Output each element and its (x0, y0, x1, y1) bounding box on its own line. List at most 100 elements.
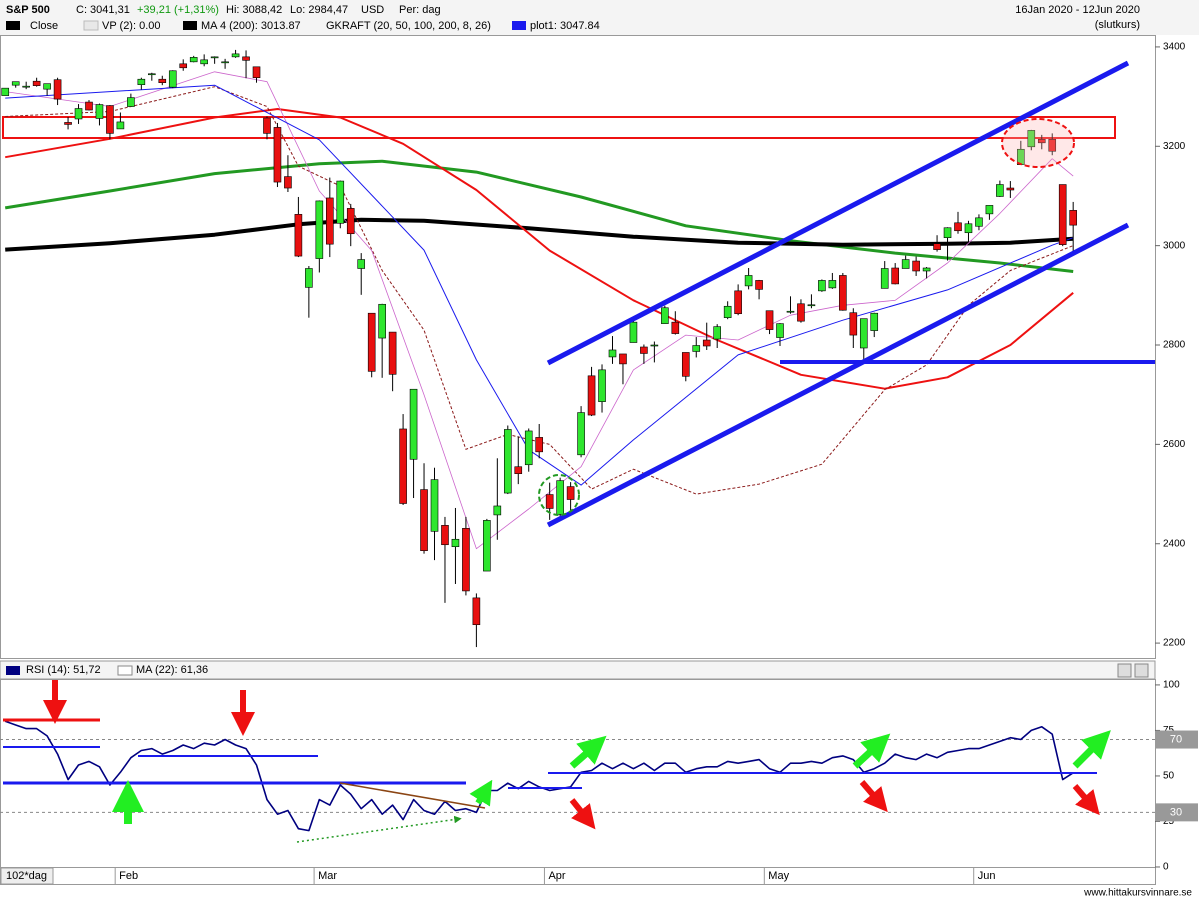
candle-body (734, 290, 742, 315)
candle-body (943, 227, 952, 238)
symbol: S&P 500 (6, 4, 50, 16)
candle-body (556, 480, 564, 515)
candle-body (755, 280, 763, 290)
legend-item[interactable]: Close (30, 20, 58, 32)
candle-body (587, 375, 596, 416)
close: C: 3041,31 (76, 4, 130, 16)
candle-body (127, 97, 135, 107)
rsi-ma: MA (22): 61,36 (136, 664, 208, 676)
y-tick-label: 2800 (1163, 340, 1186, 351)
candle-body (137, 78, 146, 85)
candle-body (786, 310, 795, 313)
candle-body (158, 78, 167, 83)
period-box (0, 867, 54, 885)
candle-body (367, 312, 376, 372)
rsi-drawings (3, 680, 1111, 843)
candle-body (252, 66, 261, 79)
date-range: 16Jan 2020 - 12Jun 2020 (1015, 4, 1140, 16)
legend-item[interactable]: MA 4 (200): 3013.87 (201, 20, 301, 32)
legend-swatch (512, 21, 526, 30)
legend-item[interactable]: GKRAFT (20, 50, 100, 200, 8, 26) (326, 20, 491, 32)
candle-body (1069, 210, 1077, 226)
candle-body (179, 63, 188, 69)
candle-body (231, 53, 240, 58)
candle-body (681, 352, 690, 377)
candle-body (933, 243, 941, 250)
candle-body (315, 200, 324, 259)
y-tick-label: 3200 (1163, 141, 1186, 152)
candle-body (221, 61, 229, 64)
y-tick-label: 2200 (1163, 638, 1186, 649)
arrow-up (469, 779, 493, 807)
candle-body (472, 597, 481, 626)
candle-body (451, 538, 460, 548)
highlight-ellipse (1001, 118, 1075, 168)
legend-item[interactable]: VP (2): 0.00 (102, 20, 161, 32)
candle-body (975, 217, 983, 227)
highlight-circle (538, 474, 580, 516)
candle-body (53, 79, 62, 100)
drawings (538, 60, 1155, 528)
candle-body (148, 73, 156, 76)
candle-body (378, 303, 386, 339)
candle-body (200, 59, 208, 65)
rsi-title: RSI (14): 51,72 (26, 664, 101, 676)
x-tick-label: Mar (318, 870, 337, 882)
candle-body (535, 437, 544, 453)
candle-body (849, 312, 858, 336)
y-tick-label: 3400 (1163, 42, 1186, 53)
price-type: (slutkurs) (1095, 19, 1140, 31)
candle-body (744, 275, 753, 287)
candle-body (545, 494, 554, 509)
period: Per: dag (399, 4, 441, 16)
candle-body (22, 85, 30, 88)
candle-body (818, 280, 826, 292)
candle-body (11, 81, 20, 86)
settings-button[interactable] (1117, 663, 1132, 678)
website[interactable]: www.hittakursvinnare.se (1083, 888, 1192, 899)
change: +39,21 (+1,31%) (137, 4, 219, 16)
candle-body (524, 430, 533, 466)
candle-body (273, 127, 282, 183)
moving-average (4, 159, 1074, 273)
candle-body (577, 412, 585, 456)
arrow-up (852, 733, 891, 769)
y-tick-label: 50 (1163, 771, 1175, 782)
candle-body (713, 326, 721, 340)
candle-body (650, 344, 659, 347)
candle-body (346, 208, 355, 235)
header-band (0, 0, 1199, 35)
close-button[interactable] (1134, 663, 1149, 678)
candle-body (336, 180, 345, 224)
candle-body (326, 197, 334, 245)
legend-item[interactable]: plot1: 3047.84 (530, 20, 600, 32)
candle-body (870, 312, 879, 331)
candle-body (702, 339, 711, 347)
legend-swatch (183, 21, 197, 30)
candle-body (388, 331, 397, 375)
x-tick-label: Jun (978, 870, 996, 882)
moving-average (5, 71, 1074, 550)
candle-body (598, 369, 606, 402)
candle-body (661, 307, 669, 324)
candle-body (74, 108, 83, 120)
arrow-down (1072, 784, 1100, 816)
candle-body (116, 121, 125, 130)
candle-body (922, 267, 931, 272)
candle-body (996, 184, 1004, 197)
x-tick-label: Apr (548, 870, 565, 882)
arrow-up (1072, 730, 1111, 769)
candle-body (954, 222, 962, 232)
candle-body (294, 214, 303, 257)
candle-body (305, 268, 313, 288)
y-tick-label: 2600 (1163, 439, 1186, 450)
candle-body (671, 321, 680, 334)
candle-body (64, 122, 72, 125)
legend-swatch (117, 665, 133, 676)
legend-swatch (6, 21, 20, 30)
candle-body (420, 489, 428, 551)
candle-body (210, 56, 219, 59)
arrow-down (569, 798, 596, 830)
candle-body (1058, 184, 1067, 245)
